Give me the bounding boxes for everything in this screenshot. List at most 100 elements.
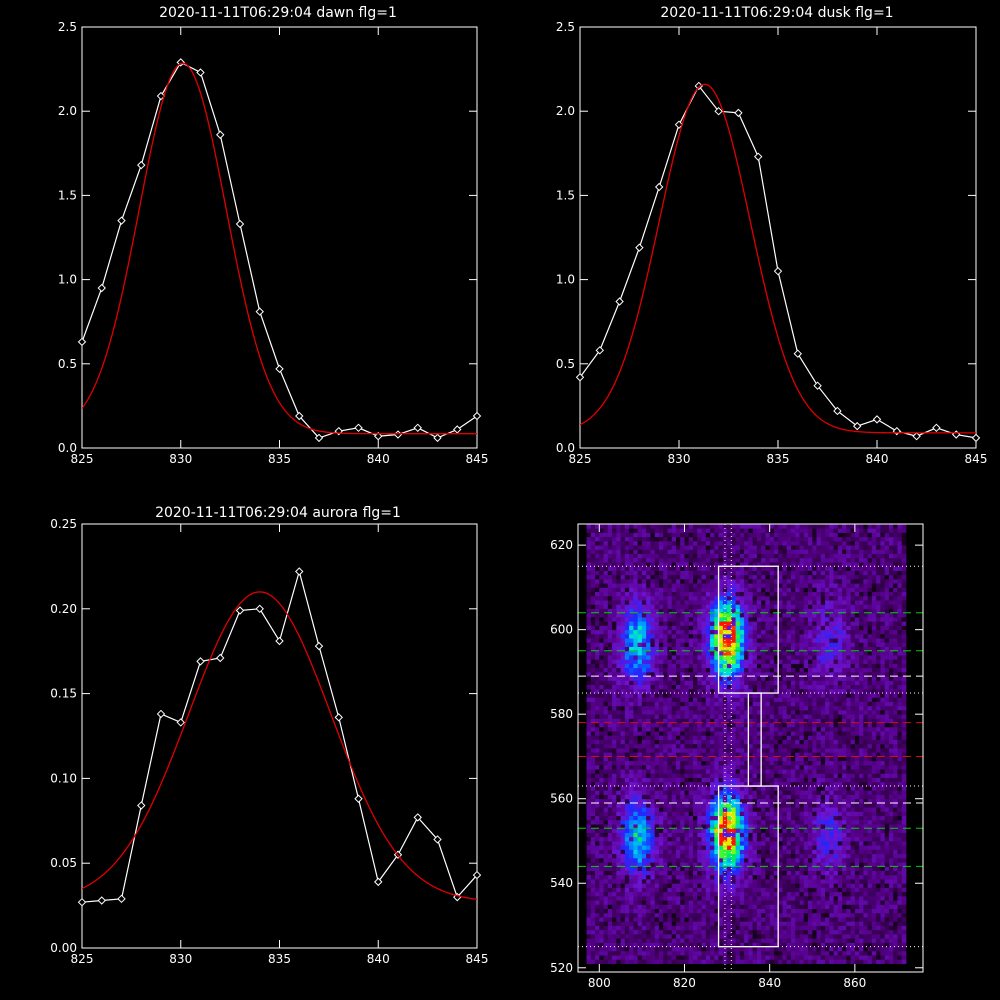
heatmap-cell <box>599 714 604 719</box>
heatmap-cell <box>876 870 881 876</box>
heatmap-cell <box>897 798 903 804</box>
heatmap-cell <box>752 735 758 740</box>
heatmap-cell <box>765 811 771 817</box>
heatmap-cell <box>612 722 617 728</box>
heatmap-cell <box>607 955 613 960</box>
heatmap-cell <box>825 701 830 707</box>
heatmap-cell <box>688 726 694 732</box>
heatmap-cell <box>756 895 762 901</box>
heatmap-cell <box>850 718 856 724</box>
heatmap-cell <box>765 752 771 757</box>
heatmap-cell <box>590 870 596 876</box>
panel-1-data-point <box>413 423 422 432</box>
heatmap-cell <box>871 895 877 901</box>
heatmap-cell <box>833 790 839 795</box>
heatmap-cell <box>829 853 834 859</box>
heatmap-cell <box>697 836 702 842</box>
heatmap-cell <box>803 756 809 762</box>
heatmap-cell <box>684 752 690 757</box>
heatmap-cell <box>773 874 779 880</box>
heatmap-cell <box>612 904 617 910</box>
heatmap-cell <box>790 879 796 884</box>
heatmap-cell <box>748 845 754 850</box>
heatmap-cell <box>671 815 677 821</box>
heatmap-cell <box>612 798 617 804</box>
heatmap-cell <box>654 709 660 715</box>
heatmap-cell <box>701 798 707 804</box>
heatmap-cell <box>803 824 809 829</box>
heatmap-cell <box>680 925 685 931</box>
heatmap-cell <box>765 845 771 850</box>
heatmap-cell <box>880 950 886 956</box>
heatmap-cell <box>816 895 822 901</box>
heatmap-cell <box>739 912 745 918</box>
heatmap-cell <box>612 824 617 829</box>
heatmap-cell <box>616 921 621 926</box>
heatmap-cell <box>859 815 864 821</box>
heatmap-cell <box>778 760 783 766</box>
heatmap-cell <box>710 895 715 901</box>
heatmap-cell <box>773 752 779 757</box>
heatmap-cell <box>620 929 626 935</box>
heatmap-cell <box>808 925 813 931</box>
heatmap-cell <box>820 748 826 753</box>
heatmap-cell <box>778 832 783 838</box>
heatmap-cell <box>820 697 826 702</box>
heatmap-cell <box>680 794 685 800</box>
heatmap-cell <box>586 819 592 825</box>
heatmap-cell <box>846 883 851 888</box>
heatmap-cell <box>897 900 903 905</box>
heatmap-cell <box>846 739 851 745</box>
heatmap-cell <box>820 866 826 871</box>
heatmap-cell <box>612 895 617 901</box>
heatmap-cell <box>803 921 809 926</box>
heatmap-cell <box>650 752 656 757</box>
heatmap-cell <box>697 883 702 888</box>
heatmap-cell <box>859 811 864 817</box>
heatmap-cell <box>650 739 656 745</box>
heatmap-cell <box>693 950 698 956</box>
heatmap-cell <box>680 705 685 711</box>
heatmap-cell <box>641 798 647 804</box>
heatmap-cell <box>739 921 745 926</box>
heatmap-cell <box>795 824 800 829</box>
heatmap-cell <box>603 853 609 859</box>
heatmap-cell <box>603 743 609 749</box>
heatmap-cell <box>765 739 771 745</box>
heatmap-cell <box>871 874 877 880</box>
heatmap-cell <box>816 925 822 931</box>
heatmap-cell <box>778 845 783 850</box>
heatmap-cell <box>829 748 834 753</box>
heatmap-cell <box>756 693 762 698</box>
heatmap-cell <box>773 798 779 804</box>
heatmap-cell <box>799 836 805 842</box>
heatmap-cell <box>710 794 715 800</box>
heatmap-cell <box>654 840 660 846</box>
heatmap-cell <box>744 836 749 842</box>
heatmap-cell <box>590 862 596 867</box>
heatmap-cell <box>825 773 830 778</box>
heatmap-cell <box>752 769 758 774</box>
heatmap-cell <box>782 756 788 762</box>
heatmap-cell <box>650 807 656 812</box>
heatmap-cell <box>697 849 702 855</box>
heatmap-cell <box>641 781 647 787</box>
heatmap-cell <box>863 693 869 698</box>
heatmap-cell <box>820 895 826 901</box>
heatmap-cell <box>629 908 634 914</box>
heatmap-cell <box>863 781 869 787</box>
heatmap-cell <box>599 870 604 876</box>
heatmap-cell <box>846 879 851 884</box>
heatmap-cell <box>756 862 762 867</box>
heatmap-cell <box>842 748 847 753</box>
heatmap-cell <box>837 709 843 715</box>
heatmap-cell <box>680 752 685 757</box>
heatmap-cell <box>697 942 702 948</box>
heatmap-cell <box>799 891 805 897</box>
heatmap-cell <box>624 726 630 732</box>
heatmap-cell <box>744 760 749 766</box>
heatmap-cell <box>675 921 681 926</box>
heatmap-cell <box>688 722 694 728</box>
heatmap-cell <box>893 946 898 952</box>
heatmap-cell <box>663 908 668 914</box>
